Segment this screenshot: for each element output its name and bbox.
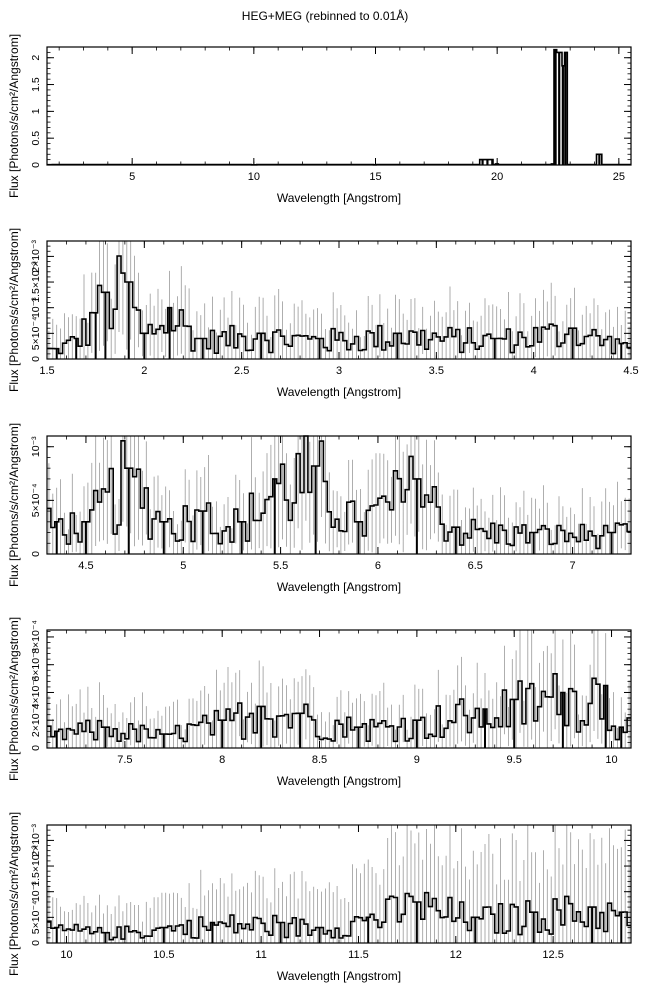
- y-tick-label: 10⁻³: [30, 881, 42, 902]
- x-tick-label: 6: [375, 560, 381, 572]
- y-tick-label: 6×10⁻⁴: [30, 648, 42, 682]
- x-tick-label: 2: [141, 365, 147, 377]
- x-tick-label: 12.5: [542, 949, 563, 961]
- error-bars-panel-3: [48, 436, 630, 554]
- y-tick-label: 1.5: [30, 77, 42, 92]
- y-axis-label: Flux [Photons/s/cm²/Angstrom]: [7, 617, 21, 781]
- x-tick-label: 4.5: [623, 365, 638, 377]
- y-axis-label: Flux [Photons/s/cm²/Angstrom]: [7, 228, 21, 392]
- x-tick-label: 25: [613, 171, 625, 183]
- x-tick-label: 10: [60, 949, 72, 961]
- x-tick-label: 6.5: [468, 560, 483, 572]
- y-tick-label: 0: [30, 162, 42, 168]
- x-tick-label: 15: [369, 171, 381, 183]
- y-tick-label: 8×10⁻⁴: [30, 620, 42, 654]
- spectrum-series-panel-4: [47, 673, 631, 743]
- x-tick-label: 5.5: [273, 560, 288, 572]
- x-tick-label: 1.5: [39, 365, 54, 377]
- y-tick-label: 5×10⁻⁴: [30, 316, 42, 350]
- y-tick-label: 1.5×10⁻³: [30, 261, 42, 303]
- y-tick-label: 0.5: [30, 131, 42, 146]
- figure-title: HEG+MEG (rebinned to 0.01Å): [241, 9, 409, 23]
- x-tick-label: 7.5: [117, 754, 132, 766]
- y-tick-label: 0: [30, 356, 42, 362]
- x-tick-label: 10.5: [153, 949, 174, 961]
- y-tick-label: 10⁻³: [30, 297, 42, 318]
- x-tick-label: 4.5: [78, 560, 93, 572]
- x-axis-label: Wavelength [Angstrom]: [277, 191, 401, 205]
- x-tick-label: 4: [531, 365, 537, 377]
- y-tick-label: 10⁻³: [30, 436, 42, 457]
- y-tick-label: 0: [30, 940, 42, 946]
- spectrum-series-panel-1: [47, 48, 631, 166]
- y-axis-label: Flux [Photons/s/cm²/Angstrom]: [7, 423, 21, 587]
- x-tick-label: 10: [605, 754, 617, 766]
- y-tick-label: 0: [30, 745, 42, 751]
- y-tick-label: 4×10⁻⁴: [30, 676, 42, 710]
- panel-1: 5 10 15 20 25 0 0.5 1 1.5 2 Wavelength [Angstrom] F…: [7, 34, 632, 205]
- x-tick-label: 8: [219, 754, 225, 766]
- spectrum-series-panel-5: [47, 891, 631, 941]
- x-tick-label: 5: [129, 171, 135, 183]
- x-tick-label: 11: [255, 949, 266, 961]
- panel-4: 7.5 8 8.5 9 9.5 10 0 2×10⁻⁴4×10⁻⁴6×10⁻⁴8×10⁻⁴ Wa…: [7, 617, 632, 788]
- y-tick-label: 2: [30, 55, 42, 61]
- y-tick-label: 2×10⁻³: [30, 240, 42, 273]
- y-axis-label: Flux [Photons/s/cm²/Angstrom]: [7, 34, 21, 198]
- x-tick-label: 2.5: [234, 365, 249, 377]
- panel-5: 10 10.5 11 11.5 12 12.5 0 5×10⁻⁴10⁻³1.5×10⁻³2×1…: [7, 812, 632, 983]
- x-tick-label: 9: [414, 754, 420, 766]
- panel-2: 1.5 2 2.5 3 3.5 4 4.5 0 5×10⁻⁴10⁻³1.5×10⁻³2×10⁻³…: [7, 228, 639, 399]
- x-tick-label: 12: [450, 949, 462, 961]
- x-tick-label: 10: [248, 171, 260, 183]
- error-bars-panel-5: [48, 825, 630, 943]
- x-tick-label: 5: [180, 560, 186, 572]
- x-axis-label: Wavelength [Angstrom]: [277, 385, 401, 399]
- x-axis-label: Wavelength [Angstrom]: [277, 969, 401, 983]
- x-tick-label: 3: [336, 365, 342, 377]
- axes-frame: [46, 46, 632, 166]
- y-tick-label: 5×10⁻⁴: [30, 484, 42, 518]
- x-axis-label: Wavelength [Angstrom]: [277, 580, 401, 594]
- y-axis-label: Flux [Photons/s/cm²/Angstrom]: [7, 812, 21, 976]
- y-tick-label: 2×10⁻⁴: [30, 703, 42, 737]
- y-tick-label: 1.5×10⁻³: [30, 845, 42, 887]
- x-tick-label: 3.5: [429, 365, 444, 377]
- spectrum-series-panel-2: [47, 255, 631, 355]
- panel-3: 4.5 5 5.5 6 6.5 7 0 5×10⁻⁴ 10⁻³ Wavelength [Angst…: [7, 423, 632, 594]
- y-tick-label: 2×10⁻³: [30, 824, 42, 857]
- x-tick-label: 8.5: [312, 754, 327, 766]
- x-tick-label: 11.5: [348, 949, 369, 961]
- y-tick-label: 0: [30, 551, 42, 557]
- x-tick-label: 7: [570, 560, 576, 572]
- y-tick-label: 5×10⁻⁴: [30, 900, 42, 934]
- spectrum-series-panel-3: [47, 435, 631, 550]
- x-tick-label: 9.5: [507, 754, 522, 766]
- x-tick-label: 20: [491, 171, 503, 183]
- y-tick-label: 1: [30, 108, 42, 114]
- x-axis-label: Wavelength [Angstrom]: [277, 774, 401, 788]
